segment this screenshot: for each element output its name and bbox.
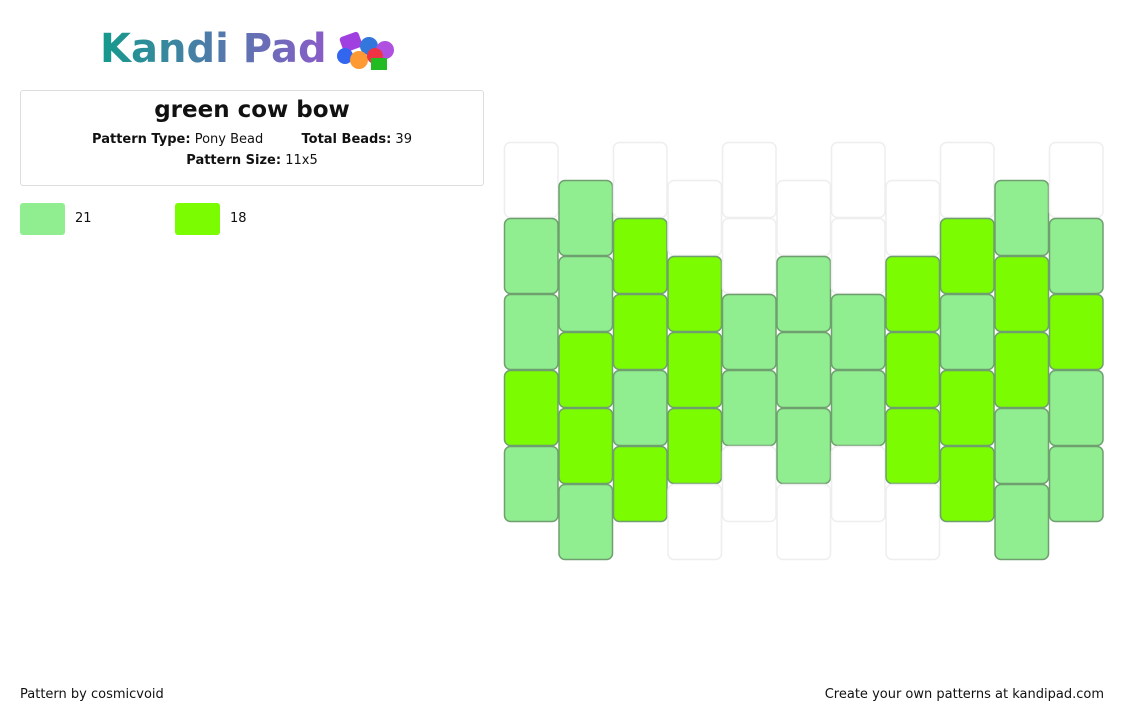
bead [558, 331, 614, 409]
value: 39 [395, 132, 412, 147]
bead [994, 407, 1050, 485]
site-link[interactable]: Create your own patterns at kandipad.com [824, 687, 1104, 702]
logo-text: Kandi Pad [100, 26, 327, 72]
bead [885, 331, 941, 409]
bead [776, 179, 832, 257]
bead [503, 141, 559, 219]
logo-icon [336, 31, 394, 70]
bead [830, 217, 886, 295]
bead [721, 141, 777, 219]
legend-count: 18 [230, 211, 247, 226]
bead [994, 179, 1050, 257]
bead [1048, 445, 1104, 523]
bead [994, 255, 1050, 333]
bead [612, 445, 668, 523]
bead [830, 141, 886, 219]
bead [994, 483, 1050, 561]
bead [558, 255, 614, 333]
bead [939, 445, 995, 523]
bead [830, 369, 886, 447]
credit: Pattern by cosmicvoid [20, 687, 164, 702]
bead [830, 293, 886, 371]
bead [994, 331, 1050, 409]
bead [1048, 141, 1104, 219]
bead [776, 483, 832, 561]
bead [503, 445, 559, 523]
bead [885, 407, 941, 485]
bead [612, 369, 668, 447]
bead [776, 407, 832, 485]
bead [830, 445, 886, 523]
legend-swatch [175, 203, 220, 235]
bead [612, 141, 668, 219]
bead [939, 217, 995, 295]
bead [503, 369, 559, 447]
bead [558, 179, 614, 257]
legend-count: 21 [75, 211, 92, 226]
bead [939, 293, 995, 371]
bead [612, 293, 668, 371]
bead [558, 407, 614, 485]
bead [776, 331, 832, 409]
bead [1048, 369, 1104, 447]
label: Total Beads: [301, 132, 392, 147]
label: Pattern Size: [186, 153, 282, 168]
legend-swatch [20, 203, 65, 235]
bead [721, 293, 777, 371]
bead-grid [503, 141, 1104, 561]
logo: Kandi Pad [100, 24, 407, 74]
bead [885, 483, 941, 561]
value: Pony Bead [194, 132, 264, 147]
bead [667, 255, 723, 333]
bead [503, 293, 559, 371]
bead [721, 217, 777, 295]
value: 11x5 [285, 153, 318, 168]
bead [558, 483, 614, 561]
bead [939, 141, 995, 219]
bead [667, 483, 723, 561]
label: Pattern Type: [92, 132, 191, 147]
bead [721, 369, 777, 447]
bead [667, 179, 723, 257]
bead [885, 179, 941, 257]
bead [939, 369, 995, 447]
bead [721, 445, 777, 523]
bead [1048, 217, 1104, 295]
bead [1048, 293, 1104, 371]
bead [776, 255, 832, 333]
info-box: green cow bow Pattern Type: Pony Bead To… [20, 90, 484, 186]
bead [503, 217, 559, 295]
bead [667, 407, 723, 485]
bead [885, 255, 941, 333]
title: green cow bow [154, 97, 350, 123]
bead [612, 217, 668, 295]
bead [667, 331, 723, 409]
